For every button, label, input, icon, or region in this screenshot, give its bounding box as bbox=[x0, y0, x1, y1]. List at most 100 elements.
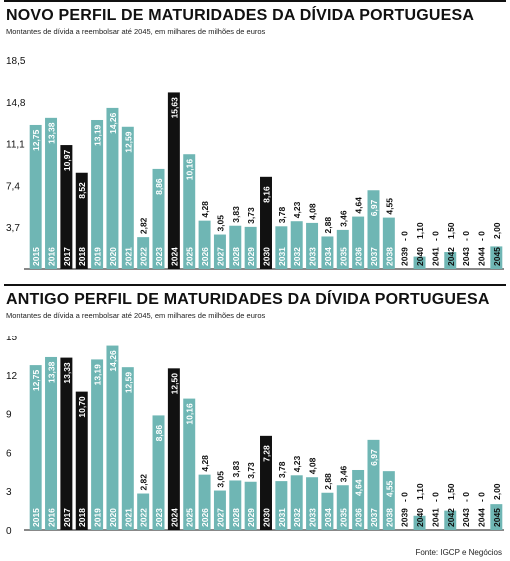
value-label: 4,28 bbox=[200, 455, 210, 472]
new-profile-panel: NOVO PERFIL DE MATURIDADES DA DÍVIDA POR… bbox=[4, 0, 506, 270]
value-label: 8,16 bbox=[262, 186, 272, 203]
bar-2045 bbox=[490, 504, 503, 530]
category-label: 2039 bbox=[400, 508, 410, 527]
value-label: 3,83 bbox=[231, 206, 241, 223]
value-label: - 0 bbox=[400, 231, 410, 241]
bar-2015 bbox=[29, 124, 42, 269]
value-label: 2,88 bbox=[323, 217, 333, 234]
value-label: 10,16 bbox=[185, 403, 195, 425]
category-label: 2043 bbox=[461, 508, 471, 527]
bar-2029 bbox=[244, 226, 257, 269]
bar-2034 bbox=[321, 236, 334, 269]
value-label: 13,19 bbox=[93, 364, 103, 386]
category-label: 2045 bbox=[492, 508, 502, 527]
value-label: - 0 bbox=[461, 492, 471, 502]
bar-2030 bbox=[260, 176, 272, 269]
value-label: - 0 bbox=[476, 492, 486, 502]
category-label: 2040 bbox=[415, 508, 425, 527]
bar-2015 bbox=[29, 365, 42, 530]
bar-2042 bbox=[444, 252, 457, 269]
bar-2035 bbox=[336, 229, 349, 269]
value-label: 1,10 bbox=[415, 222, 425, 239]
category-label: 2018 bbox=[77, 508, 87, 527]
category-label: 2020 bbox=[108, 508, 118, 527]
category-label: 2019 bbox=[93, 508, 103, 527]
category-label: 2044 bbox=[476, 247, 486, 266]
value-label: 3,73 bbox=[246, 207, 256, 224]
value-label: 12,75 bbox=[31, 370, 41, 392]
bar-2034 bbox=[321, 492, 334, 530]
value-label: 4,23 bbox=[292, 201, 302, 218]
value-label: 3,46 bbox=[338, 210, 348, 227]
category-label: 2044 bbox=[476, 508, 486, 527]
bar-2018 bbox=[75, 391, 88, 530]
value-label: 8,52 bbox=[77, 182, 87, 199]
category-label: 2037 bbox=[369, 247, 379, 266]
category-label: 2029 bbox=[246, 508, 256, 527]
category-label: 2027 bbox=[215, 508, 225, 527]
value-label: 4,64 bbox=[354, 479, 364, 496]
category-label: 2032 bbox=[292, 247, 302, 266]
category-label: 2040 bbox=[415, 247, 425, 266]
value-label: 6,97 bbox=[369, 199, 379, 216]
bar-2022 bbox=[137, 237, 150, 269]
y-tick-label: 12 bbox=[6, 371, 18, 382]
source-note: Fonte: IGCP e Negócios bbox=[415, 548, 502, 557]
bar-2027 bbox=[213, 234, 226, 269]
category-label: 2025 bbox=[185, 508, 195, 527]
value-label: 2,00 bbox=[492, 483, 502, 500]
value-label: 14,26 bbox=[108, 112, 118, 134]
y-tick-label: 7,4 bbox=[6, 181, 20, 192]
bar-2037 bbox=[367, 190, 380, 269]
bar-2040 bbox=[413, 515, 426, 530]
category-label: 2033 bbox=[308, 247, 318, 266]
category-label: 2036 bbox=[354, 508, 364, 527]
bar-2032 bbox=[290, 221, 303, 269]
category-label: 2022 bbox=[139, 247, 149, 266]
bar-2023 bbox=[152, 415, 165, 530]
bar-2035 bbox=[336, 485, 349, 530]
bar-2045 bbox=[490, 246, 503, 269]
category-label: 2028 bbox=[231, 247, 241, 266]
bar-2029 bbox=[244, 481, 257, 530]
category-label: 2020 bbox=[108, 247, 118, 266]
value-label: 8,86 bbox=[154, 425, 164, 442]
category-label: 2021 bbox=[123, 247, 133, 266]
category-label: 2035 bbox=[338, 247, 348, 266]
old-profile-chart: 0 3 6 9 12 15 2015 12,75 2016 13,38 2017 13,33 2018 1… bbox=[6, 336, 504, 537]
value-label: 15,63 bbox=[169, 97, 179, 119]
category-label: 2018 bbox=[77, 247, 87, 266]
value-label: 4,23 bbox=[292, 455, 302, 472]
value-label: 4,28 bbox=[200, 201, 210, 218]
value-label: 3,73 bbox=[246, 462, 256, 479]
value-label: 4,08 bbox=[308, 457, 318, 474]
value-label: 10,16 bbox=[185, 159, 195, 181]
category-label: 2025 bbox=[185, 247, 195, 266]
value-label: 10,70 bbox=[77, 396, 87, 418]
bar-2019 bbox=[91, 359, 104, 530]
y-tick-label: 3,7 bbox=[6, 223, 20, 234]
category-label: 2016 bbox=[47, 508, 57, 527]
value-label: 13,38 bbox=[47, 122, 57, 144]
category-label: 2026 bbox=[200, 247, 210, 266]
category-label: 2016 bbox=[47, 247, 57, 266]
bar-2020 bbox=[106, 345, 119, 530]
value-label: 3,05 bbox=[215, 471, 225, 488]
bar-2019 bbox=[91, 119, 104, 269]
category-label: 2024 bbox=[169, 247, 179, 266]
category-label: 2019 bbox=[93, 247, 103, 266]
value-label: 2,88 bbox=[323, 473, 333, 490]
value-label: 1,50 bbox=[446, 483, 456, 500]
value-label: 1,50 bbox=[446, 222, 456, 239]
bar-2040 bbox=[413, 256, 426, 269]
y-tick-label: 0 bbox=[6, 526, 12, 537]
value-label: 1,10 bbox=[415, 483, 425, 500]
bar-2031 bbox=[275, 481, 288, 530]
bar-2020 bbox=[106, 107, 119, 269]
y-tick-label: 11,1 bbox=[6, 140, 25, 151]
category-label: 2024 bbox=[169, 508, 179, 527]
bar-2036 bbox=[352, 216, 365, 269]
value-label: 12,59 bbox=[123, 372, 133, 394]
chart-subtitle: Montantes de dívida a reembolsar até 204… bbox=[6, 311, 266, 320]
value-label: 3,78 bbox=[277, 461, 287, 478]
